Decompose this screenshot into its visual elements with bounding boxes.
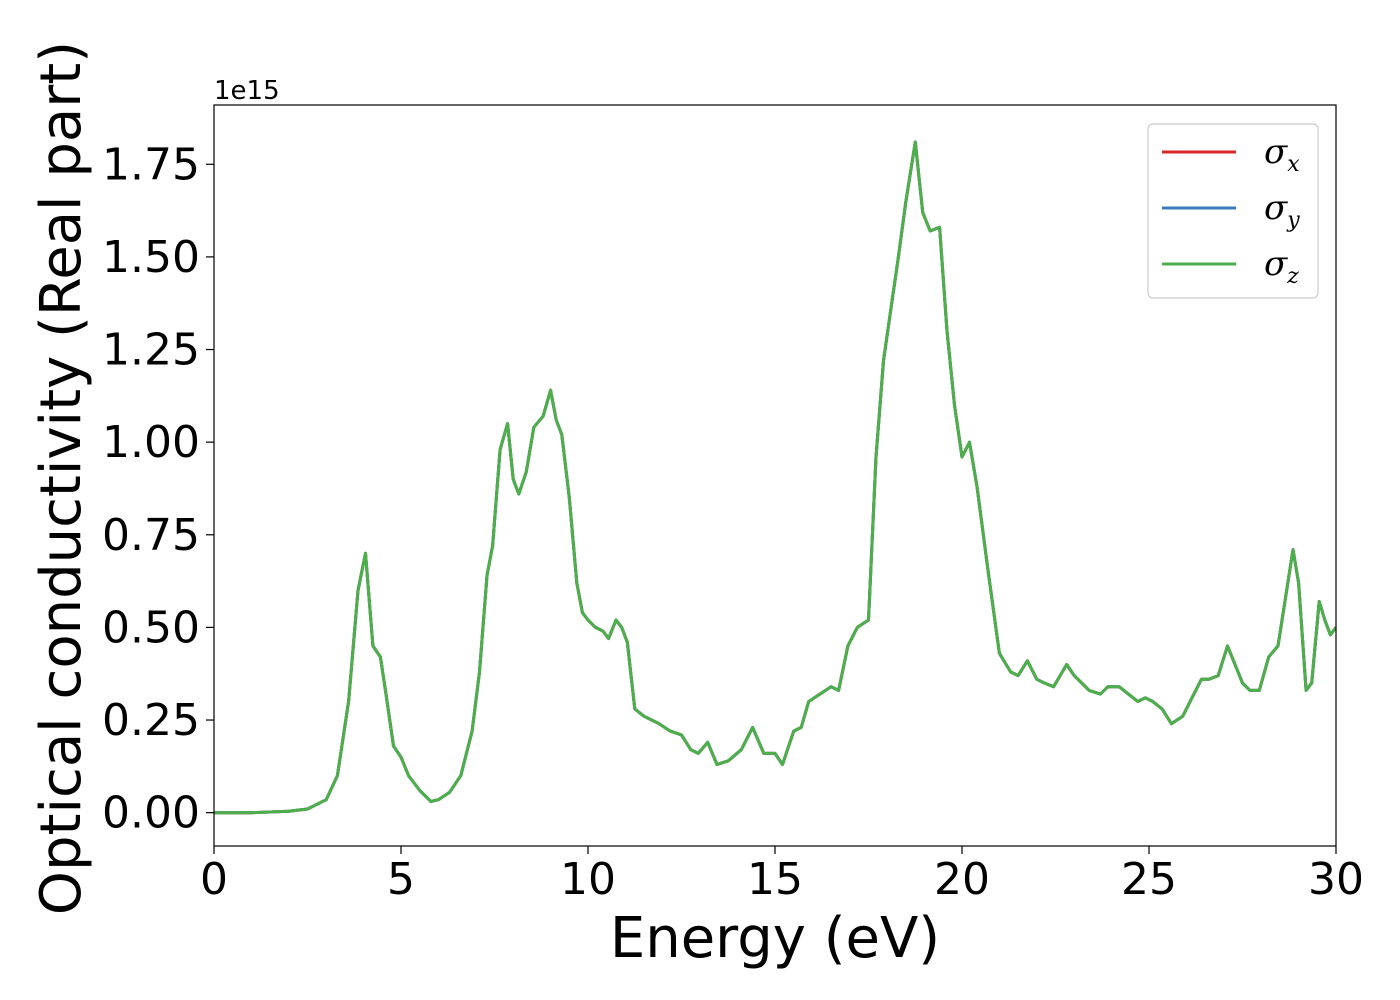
- x-tick-label: 15: [747, 854, 803, 905]
- y-offset-label: 1e15: [214, 76, 280, 106]
- y-tick-label: 0.75: [102, 510, 200, 561]
- y-tick-label: 0.25: [102, 695, 200, 746]
- x-tick-label: 10: [560, 854, 616, 905]
- y-tick-label: 0.00: [102, 788, 200, 839]
- y-tick-label: 1.00: [102, 417, 200, 468]
- x-axis: 0 5 10 15 20 25 30: [200, 846, 1364, 905]
- legend: σx σy σz: [1147, 123, 1319, 299]
- legend-box: [1147, 123, 1319, 299]
- legend-label-sigma-z: σz: [1264, 244, 1299, 289]
- x-axis-title: Energy (eV): [610, 906, 940, 971]
- x-tick-label: 20: [934, 854, 990, 905]
- y-tick-label: 1.75: [102, 139, 200, 190]
- y-tick-label: 1.50: [102, 232, 200, 283]
- legend-label-sigma-x: σx: [1264, 132, 1300, 177]
- y-tick-label: 0.50: [102, 602, 200, 653]
- x-tick-label: 0: [200, 854, 228, 905]
- x-tick-label: 5: [387, 854, 415, 905]
- legend-label-sigma-y: σy: [1264, 188, 1300, 233]
- series-line-sigma-z: [214, 140, 1336, 815]
- y-axis-title: Optical conductivity (Real part): [29, 41, 94, 915]
- y-axis: 0.00 0.25 0.50 0.75 1.00 1.25 1.50 1.75: [102, 139, 214, 839]
- x-tick-label: 30: [1308, 854, 1364, 905]
- x-tick-label: 25: [1121, 854, 1177, 905]
- y-tick-label: 1.25: [102, 325, 200, 376]
